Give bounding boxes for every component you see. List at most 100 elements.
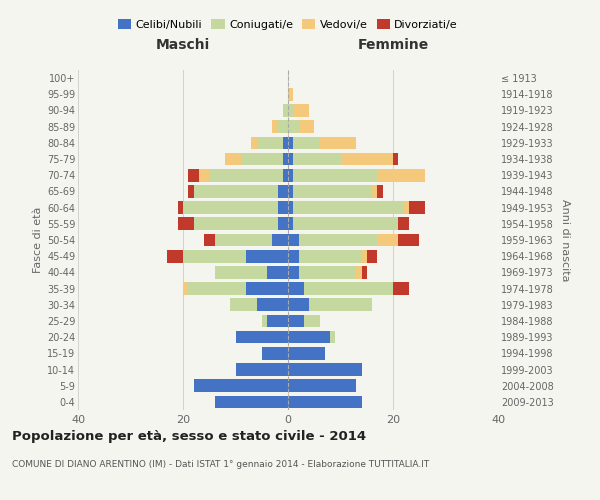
- Bar: [330, 331, 335, 344]
- Bar: [398, 218, 409, 230]
- Bar: [283, 136, 288, 149]
- Bar: [288, 185, 293, 198]
- Y-axis label: Fasce di età: Fasce di età: [32, 207, 43, 273]
- Text: COMUNE DI DIANO ARENTINO (IM) - Dati ISTAT 1° gennaio 2014 - Elaborazione TUTTIT: COMUNE DI DIANO ARENTINO (IM) - Dati IST…: [12, 460, 429, 469]
- Text: Popolazione per età, sesso e stato civile - 2014: Popolazione per età, sesso e stato civil…: [12, 430, 366, 443]
- Bar: [246, 250, 288, 262]
- Bar: [235, 331, 288, 344]
- Bar: [361, 266, 367, 278]
- Bar: [293, 136, 320, 149]
- Bar: [230, 298, 257, 311]
- Bar: [293, 152, 341, 166]
- Bar: [293, 218, 398, 230]
- Bar: [299, 234, 377, 246]
- Bar: [288, 136, 293, 149]
- Bar: [204, 234, 215, 246]
- Bar: [251, 136, 257, 149]
- Bar: [225, 152, 241, 166]
- Bar: [235, 363, 288, 376]
- Bar: [288, 169, 293, 181]
- Bar: [215, 396, 288, 408]
- Bar: [193, 185, 277, 198]
- Bar: [246, 282, 288, 295]
- Bar: [215, 266, 267, 278]
- Bar: [178, 202, 183, 214]
- Bar: [299, 120, 314, 133]
- Bar: [272, 120, 277, 133]
- Bar: [393, 152, 398, 166]
- Bar: [288, 250, 299, 262]
- Text: Femmine: Femmine: [358, 38, 428, 52]
- Bar: [288, 218, 293, 230]
- Bar: [293, 185, 372, 198]
- Bar: [267, 266, 288, 278]
- Bar: [272, 234, 288, 246]
- Bar: [288, 120, 299, 133]
- Bar: [293, 104, 309, 117]
- Bar: [178, 218, 193, 230]
- Bar: [288, 380, 356, 392]
- Bar: [277, 120, 288, 133]
- Bar: [361, 250, 367, 262]
- Bar: [267, 314, 288, 328]
- Bar: [293, 202, 404, 214]
- Bar: [288, 234, 299, 246]
- Bar: [193, 380, 288, 392]
- Bar: [183, 202, 277, 214]
- Bar: [277, 202, 288, 214]
- Bar: [299, 266, 356, 278]
- Bar: [183, 250, 246, 262]
- Bar: [304, 282, 393, 295]
- Bar: [209, 169, 283, 181]
- Legend: Celibi/Nubili, Coniugati/e, Vedovi/e, Divorziati/e: Celibi/Nubili, Coniugati/e, Vedovi/e, Di…: [113, 14, 463, 34]
- Bar: [283, 104, 288, 117]
- Bar: [288, 331, 330, 344]
- Bar: [393, 282, 409, 295]
- Bar: [183, 282, 188, 295]
- Bar: [299, 250, 361, 262]
- Bar: [288, 282, 304, 295]
- Bar: [377, 234, 398, 246]
- Bar: [188, 282, 246, 295]
- Bar: [372, 185, 377, 198]
- Bar: [188, 185, 193, 198]
- Bar: [277, 218, 288, 230]
- Bar: [288, 266, 299, 278]
- Bar: [215, 234, 272, 246]
- Bar: [199, 169, 209, 181]
- Bar: [309, 298, 372, 311]
- Bar: [188, 169, 199, 181]
- Bar: [288, 314, 304, 328]
- Bar: [283, 169, 288, 181]
- Bar: [356, 266, 361, 278]
- Bar: [304, 314, 320, 328]
- Bar: [257, 136, 283, 149]
- Bar: [398, 234, 419, 246]
- Bar: [288, 104, 293, 117]
- Bar: [283, 152, 288, 166]
- Bar: [167, 250, 183, 262]
- Bar: [241, 152, 283, 166]
- Bar: [277, 185, 288, 198]
- Bar: [288, 298, 309, 311]
- Bar: [257, 298, 288, 311]
- Bar: [409, 202, 425, 214]
- Bar: [288, 396, 361, 408]
- Bar: [262, 347, 288, 360]
- Bar: [288, 152, 293, 166]
- Text: Maschi: Maschi: [156, 38, 210, 52]
- Bar: [288, 202, 293, 214]
- Bar: [262, 314, 267, 328]
- Bar: [377, 169, 425, 181]
- Bar: [293, 169, 377, 181]
- Bar: [404, 202, 409, 214]
- Bar: [288, 88, 293, 101]
- Bar: [320, 136, 356, 149]
- Y-axis label: Anni di nascita: Anni di nascita: [560, 198, 570, 281]
- Bar: [288, 363, 361, 376]
- Bar: [193, 218, 277, 230]
- Bar: [288, 347, 325, 360]
- Bar: [377, 185, 383, 198]
- Bar: [367, 250, 377, 262]
- Bar: [341, 152, 393, 166]
